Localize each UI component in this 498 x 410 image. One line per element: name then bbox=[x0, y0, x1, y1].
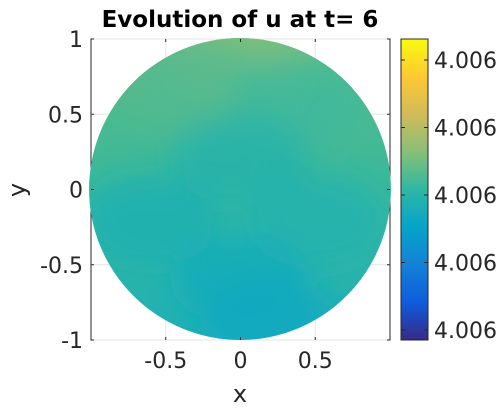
axis-ticks bbox=[91, 38, 390, 341]
chart-title: Evolution of u at t= 6 bbox=[102, 7, 379, 33]
colorbar: 4.006 4.006 4.006 4.006 4.006 bbox=[400, 38, 497, 344]
colorbar-gradient bbox=[400, 38, 429, 341]
field-blob-5 bbox=[245, 174, 386, 265]
y-tick-label-4: -1 bbox=[61, 329, 83, 354]
colorbar-tick-labels: 4.006 4.006 4.006 4.006 4.006 bbox=[434, 49, 497, 344]
colorbar-tick-label-3: 4.006 bbox=[434, 252, 497, 277]
y-tick-label-1: 0.5 bbox=[48, 103, 83, 128]
x-tick-labels: -0.5 0 0.5 bbox=[144, 349, 332, 374]
field-blob-1 bbox=[125, 39, 266, 130]
x-tick-label-2: 0.5 bbox=[298, 349, 333, 374]
colorbar-tick-label-2: 4.006 bbox=[434, 184, 497, 209]
colorbar-tick-label-1: 4.006 bbox=[434, 117, 497, 142]
field-blob-4 bbox=[89, 174, 221, 265]
colorbar-tick-label-0: 4.006 bbox=[434, 49, 497, 74]
field-blob-7 bbox=[200, 279, 341, 340]
x-axis-label: x bbox=[233, 380, 247, 408]
y-tick-label-2: 0 bbox=[69, 179, 83, 204]
field-variations bbox=[89, 38, 386, 340]
y-tick-label-0: 1 bbox=[69, 28, 83, 53]
y-tick-label-3: -0.5 bbox=[40, 254, 83, 279]
x-tick-label-0: -0.5 bbox=[144, 349, 187, 374]
y-tick-labels: 1 0.5 0 -0.5 -1 bbox=[40, 28, 83, 354]
field-blob-3 bbox=[170, 114, 311, 205]
colorbar-tick-label-4: 4.006 bbox=[434, 319, 497, 344]
x-tick-label-1: 0 bbox=[234, 349, 248, 374]
y-axis-label: y bbox=[3, 183, 31, 197]
colorbar-ticks bbox=[401, 59, 428, 331]
solution-field-disk bbox=[89, 38, 391, 340]
